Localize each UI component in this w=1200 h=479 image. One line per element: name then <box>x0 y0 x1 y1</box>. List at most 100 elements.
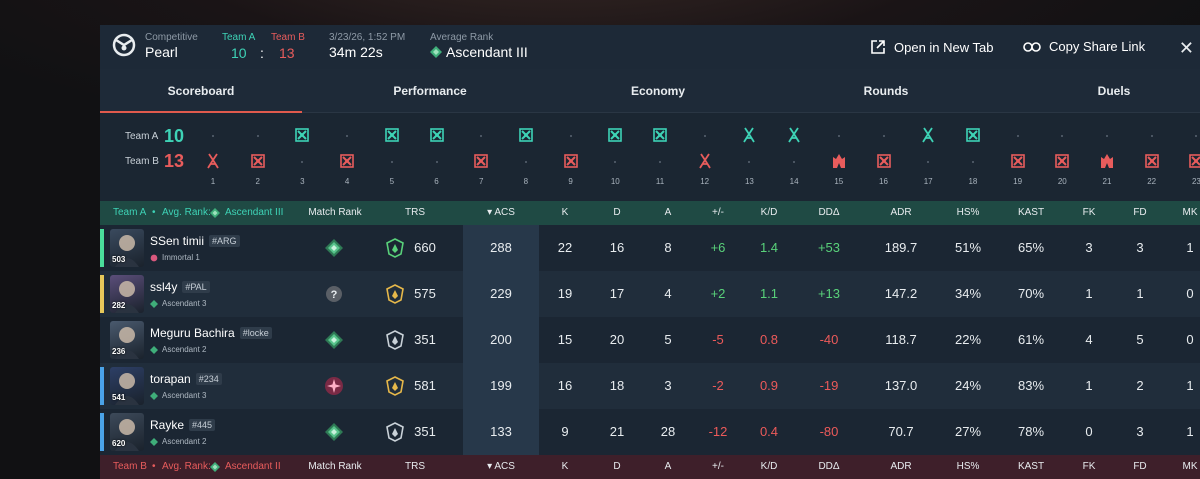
round-21-result-icon[interactable] <box>1099 153 1115 169</box>
round-6-result-icon[interactable] <box>429 127 445 143</box>
column-header-d[interactable]: D <box>613 461 621 472</box>
round-10-result-icon[interactable] <box>607 127 623 143</box>
column-header-d[interactable]: D <box>613 207 621 218</box>
player-row[interactable]: 282 ssl4y #PAL Ascendant 3? 575 229 19 17 4 +2 1.1… <box>100 271 1200 317</box>
round-number: 10 <box>610 177 620 186</box>
column-header-adr[interactable]: ADR <box>890 461 912 472</box>
stat-a: 5 <box>664 332 672 347</box>
column-header-fd[interactable]: FD <box>1133 207 1147 218</box>
column-header-match-rank[interactable]: Match Rank <box>308 207 362 218</box>
open-in-new-tab-button[interactable]: Open in New Tab <box>870 39 994 55</box>
column-header-mk[interactable]: MK <box>1182 207 1198 218</box>
stat-k: 9 <box>561 424 569 439</box>
column-header-match-rank[interactable]: Match Rank <box>308 461 362 472</box>
column-header-acs[interactable]: ▾ ACS <box>487 461 515 472</box>
column-header-dd-[interactable]: DDΔ <box>818 461 840 472</box>
column-header-fk[interactable]: FK <box>1082 207 1096 218</box>
round-8-result-icon[interactable] <box>518 127 534 143</box>
stat-kd: 0.8 <box>759 332 779 347</box>
column-header-k-d[interactable]: K/D <box>760 461 778 472</box>
column-header-kast[interactable]: KAST <box>1017 207 1045 218</box>
stat-k: 15 <box>557 332 573 347</box>
team-b-table-header: Team B • Avg. Rank: Ascendant II Match R… <box>100 455 1200 479</box>
round-18-result-icon[interactable] <box>965 127 981 143</box>
close-button[interactable]: ✕ <box>1178 38 1194 58</box>
tab-performance[interactable]: Performance <box>393 84 467 98</box>
column-header--[interactable]: +/- <box>712 461 724 472</box>
stat-dd: -80 <box>819 424 839 439</box>
round-4-result-icon[interactable] <box>339 153 355 169</box>
round-17-result-icon[interactable] <box>920 127 936 143</box>
player-tag: #234 <box>195 373 222 385</box>
column-header-fd[interactable]: FD <box>1133 461 1147 472</box>
column-header-trs[interactable]: TRS <box>405 207 425 218</box>
column-header-adr[interactable]: ADR <box>890 207 912 218</box>
column-header-a[interactable]: A <box>664 461 672 472</box>
column-header-kast[interactable]: KAST <box>1017 461 1045 472</box>
round-13-result-icon[interactable] <box>741 127 757 143</box>
round-5-result-icon[interactable] <box>384 127 400 143</box>
tab-scoreboard[interactable]: Scoreboard <box>100 69 302 113</box>
stat-k: 22 <box>557 240 573 255</box>
player-row[interactable]: 503 SSen timii #ARG Immortal 1 660 288 22 16 8 +6… <box>100 225 1200 271</box>
player-row[interactable]: 236 Meguru Bachira #locke Ascendant 2 351 200… <box>100 317 1200 363</box>
stat-dd: +53 <box>817 240 841 255</box>
column-header-k-d[interactable]: K/D <box>760 207 778 218</box>
trs-badge-icon <box>386 330 404 350</box>
round-9-result-icon[interactable] <box>563 153 579 169</box>
round-23-result-icon[interactable] <box>1188 153 1200 169</box>
column-header-acs[interactable]: ▾ ACS <box>487 207 515 218</box>
column-header-a[interactable]: A <box>664 207 672 218</box>
round-7-result-icon[interactable] <box>473 153 489 169</box>
player-rank-text: Ascendant 3 <box>162 391 207 400</box>
column-header-hs-[interactable]: HS% <box>956 461 980 472</box>
stat-k: 19 <box>557 286 573 301</box>
round-1-result-icon[interactable] <box>205 153 221 169</box>
column-header-hs-[interactable]: HS% <box>956 207 980 218</box>
round-22-result-icon[interactable] <box>1144 153 1160 169</box>
stat-trs: 351 <box>414 332 436 347</box>
tab-economy[interactable]: Economy <box>630 84 685 98</box>
column-header--[interactable]: +/- <box>712 207 724 218</box>
stat-adr: 137.0 <box>884 378 918 393</box>
player-name[interactable]: torapan #234 <box>150 372 222 386</box>
party-stripe <box>100 367 104 405</box>
player-name[interactable]: Meguru Bachira #locke <box>150 326 272 340</box>
round-16-result-icon[interactable] <box>876 153 892 169</box>
team-a-sep: • <box>152 207 156 218</box>
agent-avatar <box>110 367 144 405</box>
player-level: 236 <box>112 347 126 356</box>
stat-kast: 65% <box>1017 240 1045 255</box>
round-19-result-icon[interactable] <box>1010 153 1026 169</box>
ascendant-rank-icon <box>430 46 442 58</box>
stat-adr: 147.2 <box>884 286 918 301</box>
column-header-k[interactable]: K <box>561 461 569 472</box>
tab-rounds[interactable]: Rounds <box>863 84 909 98</box>
round-12-result-icon[interactable] <box>697 153 713 169</box>
tab-duels[interactable]: Duels <box>1097 84 1131 98</box>
stat-kd: 0.9 <box>759 378 779 393</box>
column-header-mk[interactable]: MK <box>1182 461 1198 472</box>
player-name[interactable]: SSen timii #ARG <box>150 234 240 248</box>
player-name-text: torapan <box>150 372 191 386</box>
column-header-dd-[interactable]: DDΔ <box>818 207 840 218</box>
player-name[interactable]: Rayke #445 <box>150 418 216 432</box>
round-3-result-icon[interactable] <box>294 127 310 143</box>
column-header-fk[interactable]: FK <box>1082 461 1096 472</box>
player-row[interactable]: 620 Rayke #445 Ascendant 2 351 133 9 21 28 -12 0.4… <box>100 409 1200 455</box>
copy-share-link-button[interactable]: Copy Share Link <box>1023 39 1145 54</box>
round-11-result-icon[interactable] <box>652 127 668 143</box>
round-empty-dot <box>882 135 885 137</box>
column-header-trs[interactable]: TRS <box>405 461 425 472</box>
round-2-result-icon[interactable] <box>250 153 266 169</box>
round-20-result-icon[interactable] <box>1054 153 1070 169</box>
round-14-result-icon[interactable] <box>786 127 802 143</box>
acs-highlight <box>463 409 539 455</box>
round-15-result-icon[interactable] <box>831 153 847 169</box>
player-row[interactable]: 541 torapan #234 Ascendant 3 581 199 16 18 3 -2 0.… <box>100 363 1200 409</box>
stat-d: 17 <box>609 286 625 301</box>
stat-mk: 1 <box>1186 378 1194 393</box>
stat-fk: 1 <box>1085 286 1093 301</box>
player-name[interactable]: ssl4y #PAL <box>150 280 210 294</box>
column-header-k[interactable]: K <box>561 207 569 218</box>
